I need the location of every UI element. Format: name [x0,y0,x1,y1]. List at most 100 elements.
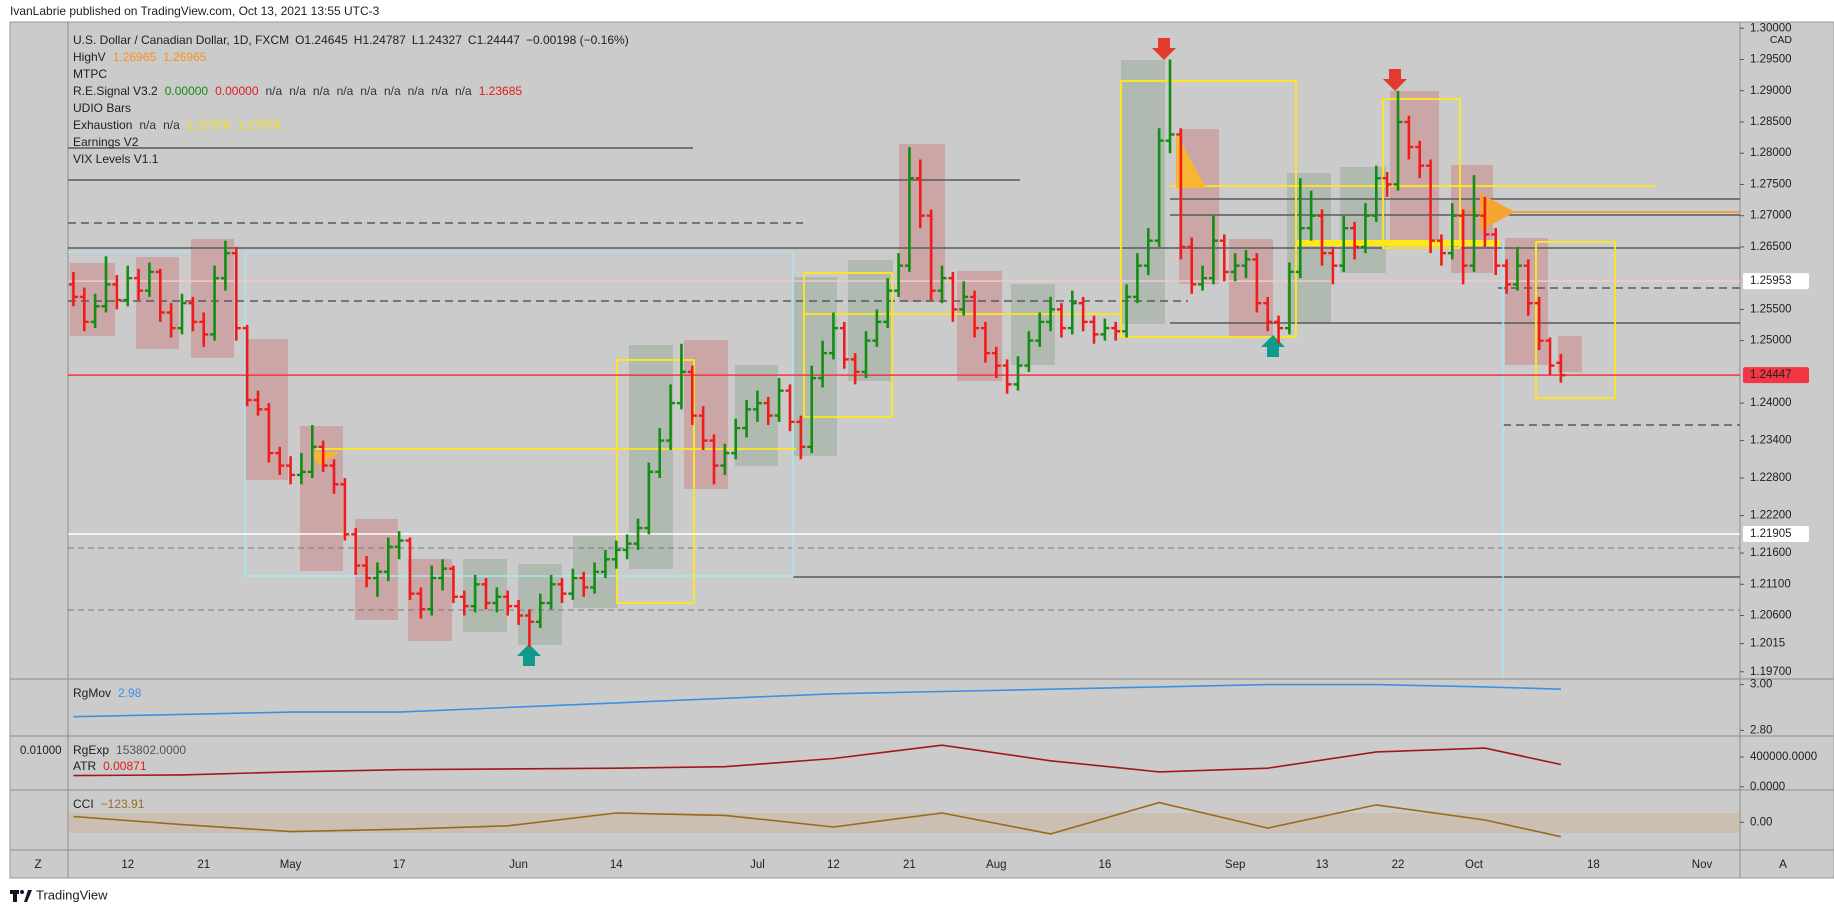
indicator-legend: Exhaustion n/a n/a 1.27376 1.27376 [73,118,281,132]
level-lines [68,147,1740,611]
y-tick-label: 2.80 [1750,724,1772,736]
indicator-value: n/a [384,84,401,98]
y-tick-label: 1.25500 [1750,303,1792,315]
indicator-value: n/a [266,84,283,98]
zone [300,426,343,571]
y-tick-label: 1.27000 [1750,210,1792,222]
ohlc-value: C1.24447 [468,33,520,47]
logo-part [24,890,32,902]
yellow-box [616,359,695,604]
zone [1011,284,1055,365]
zone [1340,167,1386,273]
indicator-name: VIX Levels V1.1 [73,152,159,166]
auto-scale-button[interactable]: A [1779,857,1787,871]
indicator-name: Exhaustion [73,118,132,132]
cci-band [68,813,1740,833]
price-label-bg [1743,525,1809,542]
red-zones [70,91,1582,641]
buy-arrow [1261,335,1285,357]
y-tick-label: 0.00 [1750,816,1772,828]
indicator-line [73,801,1562,838]
marks [68,59,1740,838]
zone [191,239,234,358]
timezone-button[interactable]: Z [34,857,41,871]
y-tick-label: 1.21100 [1750,578,1791,590]
x-tick-label: 14 [610,859,623,871]
price-label: 1.21905 [1750,528,1792,540]
x-tick-label: 18 [1587,859,1600,871]
indicator-legend: VIX Levels V1.1 [73,152,159,166]
x-tick-label: 12 [121,859,134,871]
x-tick-label: May [280,859,302,871]
pane-readout: −123.91 [101,797,145,811]
x-tick-label: 21 [197,859,210,871]
indicator-name: MTPC [73,67,107,81]
axes: 1.30000 1.29500 1.29000 1.28500 1.28000 1.275… [20,22,1817,871]
sell-arrow [1383,69,1407,91]
y-tick-label: 1.29000 [1750,85,1792,97]
indicator-name: UDIO Bars [73,101,131,115]
zone [899,144,945,302]
buy-arrow [517,644,541,666]
cyan-box [244,251,794,577]
zone [70,263,115,336]
y-tick-label: 1.28000 [1750,147,1792,159]
y-tick-label: 1.30000 [1750,22,1792,34]
indicator-value: n/a [360,84,377,98]
y-tick-label: 1.27500 [1750,178,1792,190]
x-tick-label: 21 [903,859,916,871]
x-tick-label: 22 [1392,859,1405,871]
pane-title: RgExp [73,743,109,757]
pane-readout: 2.98 [118,686,142,700]
sell-arrow [1152,38,1176,60]
price-label: 1.25953 [1750,275,1792,287]
x-tick-label: Nov [1692,859,1713,871]
indicator-value: 1.27376 [237,118,281,132]
legend: U.S. Dollar / Canadian Dollar, 1D, FXCM O… [73,33,629,811]
pane-separators [10,22,1834,878]
orange-marker [1176,133,1206,188]
x-tick-label: Oct [1465,859,1484,871]
y-tick-label: 1.29500 [1750,54,1792,66]
yellow-box [1382,98,1461,249]
price-label: 1.24447 [1750,369,1792,381]
y-tick-label: 1.23400 [1750,435,1792,447]
price-label-bg [1743,367,1809,384]
zone [408,559,452,641]
ohlc-value: −0.00198 (−0.16%) [526,33,629,47]
zone [1505,238,1548,365]
indicator-value: 1.26965 [113,50,157,64]
indicator-value: 1.26965 [163,50,207,64]
symbol-title: U.S. Dollar / Canadian Dollar, 1D, FXCM [73,33,289,47]
indicator-name: R.E.Signal V3.2 [73,84,158,98]
indicator-value: n/a [337,84,354,98]
y-tick-label: 1.22800 [1750,472,1792,484]
pane-title: ATR [73,759,96,773]
y-tick-label: 1.19700 [1750,666,1792,678]
indicator-name: HighV [73,50,106,64]
x-tick-label: 17 [393,859,406,871]
x-tick-label: Aug [986,859,1006,871]
cyan-drawings [68,240,1504,678]
x-tick-label: 13 [1316,859,1329,871]
indicator-value: n/a [163,118,180,132]
pane-legend: RgExp 153802.0000 [73,743,186,757]
indicator-value: n/a [139,118,156,132]
indicator-value: 0.00000 [215,84,259,98]
publish-header: IvanLabrie published on TradingView.com,… [10,4,380,18]
indicator-value: n/a [313,84,330,98]
indicator-value: n/a [455,84,472,98]
pane-readout: 0.00871 [103,759,147,773]
x-tick-label: 12 [827,859,840,871]
yellow-drawings [316,80,1656,604]
y-tick-label: 1.28500 [1750,116,1792,128]
pane-readout: 153802.0000 [116,743,186,757]
indicator-line [73,683,1561,718]
y-tick-label: 1.21600 [1750,547,1792,559]
indicator-legend: R.E.Signal V3.2 0.00000 0.00000 n/a n/a n/a n/… [73,84,522,98]
indicator-legend: HighV 1.26965 1.26965 [73,50,207,64]
y-tick-label: 1.22200 [1750,510,1792,522]
yellow-box [803,272,893,418]
y-tick-label: 1.20600 [1750,610,1792,622]
